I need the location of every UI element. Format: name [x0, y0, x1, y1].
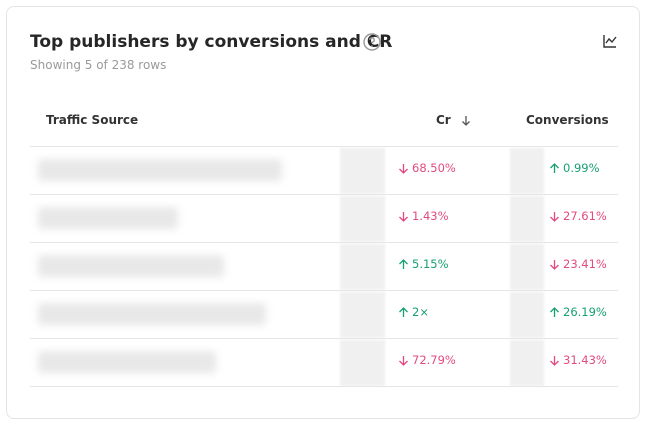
cr-value: 1.43% — [412, 209, 449, 223]
cr-change: 5.15% — [398, 257, 449, 271]
cr-value: 72.79% — [412, 353, 456, 367]
cr-value: 2× — [412, 305, 429, 319]
blurred-value — [340, 196, 385, 242]
chart-icon[interactable] — [602, 33, 618, 49]
conversions-value: 23.41% — [563, 257, 607, 271]
card — [6, 6, 640, 419]
divider — [30, 242, 618, 243]
column-header[interactable]: Traffic Source — [46, 113, 139, 127]
blurred-source — [38, 303, 266, 325]
subtitle: Showing 5 of 238 rows — [30, 58, 167, 72]
cr-change: 72.79% — [398, 353, 456, 367]
conversions-change: 27.61% — [549, 209, 607, 223]
conversions-value: 26.19% — [563, 305, 607, 319]
blurred-value — [340, 292, 385, 338]
conversions-change: 26.19% — [549, 305, 607, 319]
blurred-source — [38, 351, 216, 373]
divider — [30, 146, 618, 147]
column-header[interactable]: Conversions — [526, 113, 609, 127]
blurred-value — [510, 148, 544, 194]
blurred-value — [510, 292, 544, 338]
column-header[interactable]: Cr — [436, 113, 451, 127]
conversions-value: 27.61% — [563, 209, 607, 223]
divider — [30, 338, 618, 339]
blurred-source — [38, 255, 224, 277]
cr-change: 1.43% — [398, 209, 449, 223]
blurred-value — [510, 244, 544, 290]
blurred-source — [38, 207, 178, 229]
divider — [30, 194, 618, 195]
blurred-value — [510, 340, 544, 386]
blurred-value — [340, 340, 385, 386]
conversions-value: 0.99% — [563, 161, 600, 175]
divider — [30, 386, 618, 387]
cr-change: 68.50% — [398, 161, 456, 175]
blurred-value — [340, 148, 385, 194]
conversions-value: 31.43% — [563, 353, 607, 367]
blurred-value — [340, 244, 385, 290]
cr-value: 68.50% — [412, 161, 456, 175]
blurred-value — [510, 196, 544, 242]
sort-icon[interactable] — [461, 115, 471, 126]
help-icon[interactable] — [363, 33, 381, 51]
title: Top publishers by conversions and CR — [30, 32, 393, 52]
conversions-change: 31.43% — [549, 353, 607, 367]
conversions-change: 23.41% — [549, 257, 607, 271]
divider — [30, 290, 618, 291]
conversions-change: 0.99% — [549, 161, 600, 175]
cr-value: 5.15% — [412, 257, 449, 271]
blurred-source — [38, 159, 282, 181]
cr-change: 2× — [398, 305, 429, 319]
